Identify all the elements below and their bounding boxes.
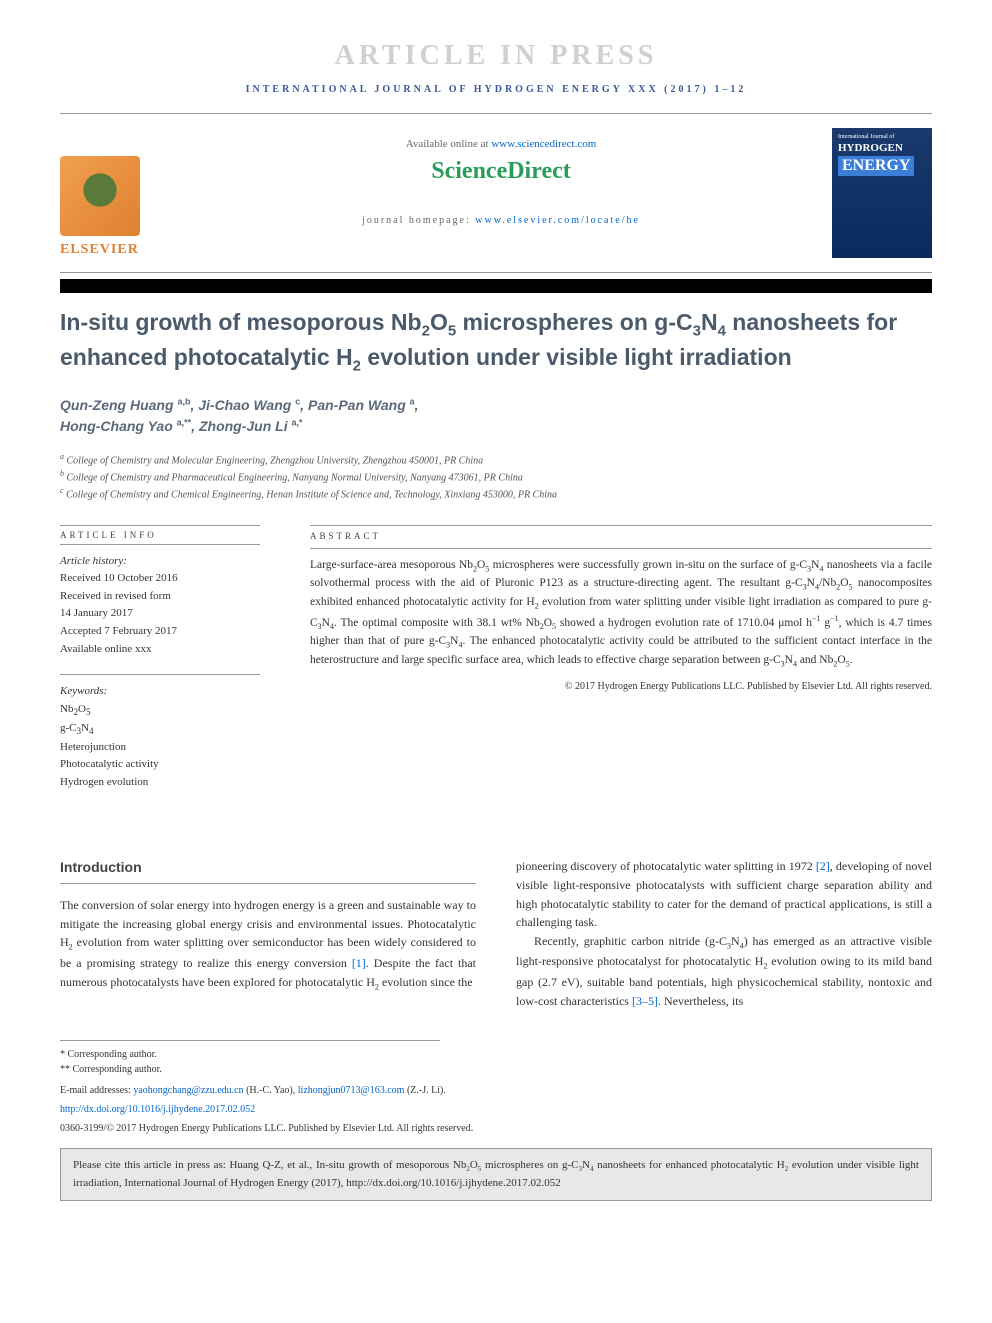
citation-box: Please cite this article in press as: Hu… (60, 1148, 932, 1200)
introduction-heading: Introduction (60, 857, 476, 884)
body-column-right: pioneering discovery of photocatalytic w… (516, 857, 932, 1010)
cover-energy-label: ENERGY (838, 156, 914, 176)
journal-running-header: INTERNATIONAL JOURNAL OF HYDROGEN ENERGY… (60, 84, 932, 95)
intro-paragraph-3: Recently, graphitic carbon nitride (g-C3… (516, 932, 932, 1011)
keyword: g-C3N4 (60, 720, 260, 739)
history-line: Received 10 October 2016 (60, 570, 260, 588)
doi-line: http://dx.doi.org/10.1016/j.ijhydene.201… (60, 1104, 932, 1115)
intro-paragraph-2: pioneering discovery of photocatalytic w… (516, 857, 932, 931)
history-line: Received in revised form (60, 588, 260, 606)
header-center: Available online at www.sciencedirect.co… (170, 128, 832, 258)
abstract-heading: ABSTRACT (310, 525, 932, 549)
email-line: E-mail addresses: yaohongchang@zzu.edu.c… (60, 1085, 932, 1096)
keyword: Hydrogen evolution (60, 774, 260, 792)
corresponding-author-2: ** Corresponding author. (60, 1062, 440, 1077)
doi-link[interactable]: http://dx.doi.org/10.1016/j.ijhydene.201… (60, 1104, 255, 1115)
issn-copyright-line: 0360-3199/© 2017 Hydrogen Energy Publica… (60, 1123, 932, 1134)
intro-paragraph-1: The conversion of solar energy into hydr… (60, 896, 476, 993)
body-column-left: Introduction The conversion of solar ene… (60, 857, 476, 1010)
elsevier-tree-icon (60, 156, 140, 236)
email-who-2: (Z.-J. Li). (404, 1085, 445, 1096)
article-in-press-banner: ARTICLE IN PRESS (60, 40, 932, 72)
author-list: Qun-Zeng Huang a,b, Ji-Chao Wang c, Pan-… (60, 395, 932, 437)
info-abstract-row: ARTICLE INFO Article history: Received 1… (60, 525, 932, 808)
history-line: 14 January 2017 (60, 605, 260, 623)
keyword: Heterojunction (60, 739, 260, 757)
emails-prefix: E-mail addresses: (60, 1085, 133, 1096)
cover-journal-label: International Journal of (838, 134, 926, 140)
abstract-column: ABSTRACT Large-surface-area mesoporous N… (310, 525, 932, 808)
available-online-text: Available online at www.sciencedirect.co… (190, 138, 812, 150)
article-info-heading: ARTICLE INFO (60, 525, 260, 545)
history-label: Article history: (60, 553, 260, 571)
corresponding-author-1: * Corresponding author. (60, 1047, 440, 1062)
black-divider-bar (60, 279, 932, 293)
email-link-1[interactable]: yaohongchang@zzu.edu.cn (133, 1085, 243, 1096)
body-columns: Introduction The conversion of solar ene… (60, 857, 932, 1010)
affiliation-b: b College of Chemistry and Pharmaceutica… (60, 468, 932, 485)
abstract-text: Large-surface-area mesoporous Nb2O5 micr… (310, 557, 932, 671)
keyword: Nb2O5 (60, 701, 260, 720)
article-info-column: ARTICLE INFO Article history: Received 1… (60, 525, 260, 808)
header-block: ELSEVIER Available online at www.science… (60, 113, 932, 273)
sciencedirect-brand: ScienceDirect (190, 158, 812, 185)
article-history-block: Article history: Received 10 October 201… (60, 553, 260, 659)
keywords-block: Keywords: Nb2O5 g-C3N4 Heterojunction Ph… (60, 674, 260, 791)
history-line: Available online xxx (60, 641, 260, 659)
footnotes: * Corresponding author. ** Corresponding… (60, 1040, 440, 1077)
journal-homepage-link[interactable]: www.elsevier.com/locate/he (475, 215, 640, 226)
journal-cover-thumbnail: International Journal of HYDROGEN ENERGY (832, 128, 932, 258)
keyword: Photocatalytic activity (60, 756, 260, 774)
journal-homepage-text: journal homepage: www.elsevier.com/locat… (190, 215, 812, 226)
article-title: In-situ growth of mesoporous Nb2O5 micro… (60, 307, 932, 377)
elsevier-text: ELSEVIER (60, 242, 170, 258)
cover-hydrogen-label: HYDROGEN (838, 142, 926, 154)
email-link-2[interactable]: lizhongjun0713@163.com (298, 1085, 405, 1096)
sciencedirect-url-link[interactable]: www.sciencedirect.com (491, 138, 596, 150)
keywords-label: Keywords: (60, 683, 260, 701)
elsevier-logo: ELSEVIER (60, 128, 170, 258)
affiliation-a: a College of Chemistry and Molecular Eng… (60, 451, 932, 468)
history-line: Accepted 7 February 2017 (60, 623, 260, 641)
available-prefix: Available online at (406, 138, 492, 150)
abstract-copyright: © 2017 Hydrogen Energy Publications LLC.… (310, 679, 932, 695)
homepage-prefix: journal homepage: (362, 215, 475, 226)
email-who-1: (H.-C. Yao), (244, 1085, 298, 1096)
affiliations: a College of Chemistry and Molecular Eng… (60, 451, 932, 503)
affiliation-c: c College of Chemistry and Chemical Engi… (60, 485, 932, 502)
